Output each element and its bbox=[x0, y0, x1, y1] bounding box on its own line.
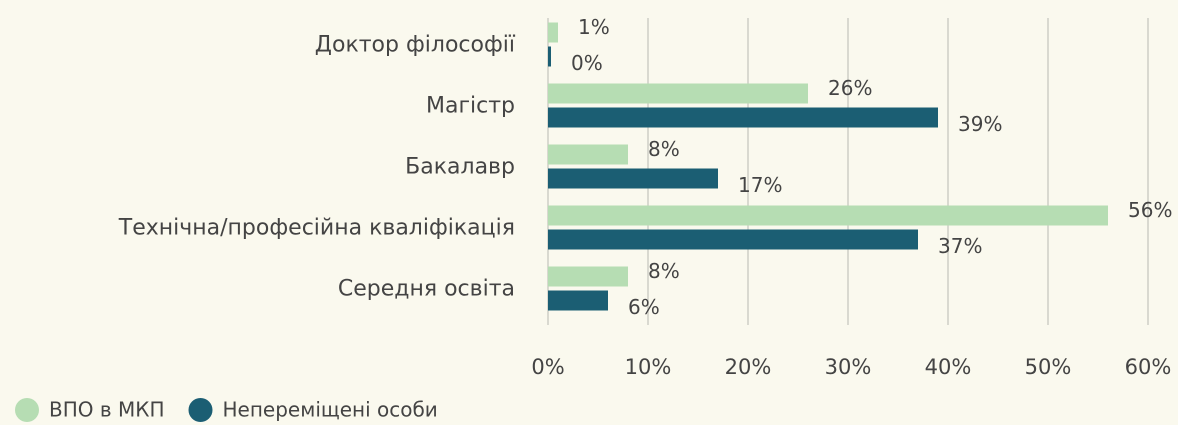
category-label: Середня освіта bbox=[338, 277, 515, 302]
value-label: 1% bbox=[578, 15, 610, 39]
value-label: 26% bbox=[828, 76, 872, 100]
bar bbox=[548, 144, 628, 165]
value-label: 8% bbox=[648, 259, 680, 283]
category-label: Технічна/професійна кваліфікація bbox=[118, 216, 515, 241]
x-tick-label: 60% bbox=[1125, 355, 1172, 379]
value-label: 39% bbox=[958, 112, 1002, 136]
value-label: 8% bbox=[648, 137, 680, 161]
legend-label: ВПО в МКП bbox=[49, 398, 165, 422]
bar bbox=[548, 46, 551, 67]
bar bbox=[548, 107, 938, 128]
value-label: 6% bbox=[628, 295, 660, 319]
value-label: 17% bbox=[738, 173, 782, 197]
bar bbox=[548, 22, 558, 43]
bar bbox=[548, 266, 628, 287]
category-label: Доктор філософії bbox=[315, 33, 516, 58]
x-tick-label: 0% bbox=[531, 355, 564, 379]
bar bbox=[548, 290, 608, 311]
value-label: 56% bbox=[1128, 198, 1172, 222]
x-tick-label: 40% bbox=[925, 355, 972, 379]
x-tick-label: 20% bbox=[725, 355, 772, 379]
category-label: Магістр bbox=[426, 94, 515, 119]
legend-marker bbox=[188, 398, 213, 422]
x-tick-label: 10% bbox=[625, 355, 672, 379]
bar bbox=[548, 168, 718, 189]
value-label: 0% bbox=[571, 51, 603, 75]
value-label: 37% bbox=[938, 234, 982, 258]
bar bbox=[548, 229, 918, 250]
bar bbox=[548, 205, 1108, 226]
legend-label: Непереміщені особи bbox=[223, 398, 438, 422]
x-tick-label: 30% bbox=[825, 355, 872, 379]
category-label: Бакалавр bbox=[405, 155, 515, 180]
bar bbox=[548, 83, 808, 104]
legend-marker bbox=[15, 398, 39, 422]
x-tick-label: 50% bbox=[1025, 355, 1072, 379]
